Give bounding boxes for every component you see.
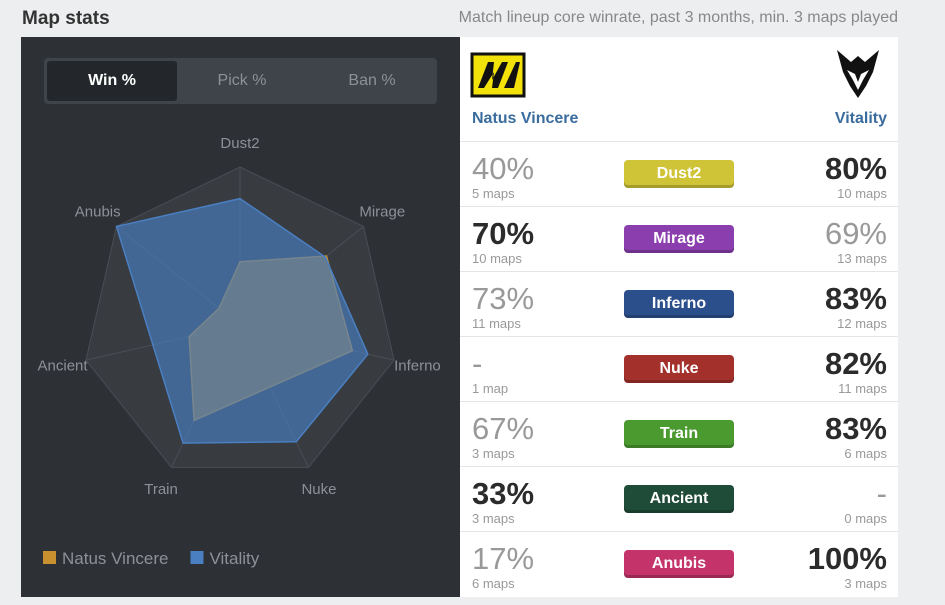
- legend-swatch: [190, 551, 204, 564]
- title: Map stats: [22, 8, 110, 29]
- winrate: 83%: [824, 281, 887, 316]
- maps-played: 1 map: [472, 381, 509, 396]
- map-badge: Inferno: [624, 290, 734, 318]
- axis-label: Mirage: [359, 204, 405, 221]
- tabs: Win % Pick % Ban %: [44, 58, 437, 104]
- vitality-logo: [837, 50, 879, 98]
- legend-swatch: [43, 551, 56, 564]
- maps-played: 6 maps: [844, 446, 887, 461]
- team-name: Vitality: [834, 110, 887, 127]
- winrate: -: [876, 476, 887, 511]
- winrate: 33%: [472, 476, 535, 511]
- map-row: 70% 10 maps 69% 13 maps Mirage: [460, 206, 898, 271]
- map-badge: Dust2: [624, 160, 734, 188]
- maps-played: 3 maps: [472, 446, 515, 461]
- map-badge: Train: [624, 420, 734, 448]
- chart-panel: Win % Pick % Ban % Dust2 Mirage Inferno Nuke T…: [21, 37, 460, 597]
- navi-logo: [470, 52, 526, 98]
- maps-played: 5 maps: [472, 186, 515, 201]
- winrate: 83%: [824, 411, 887, 446]
- winrate: 40%: [472, 151, 535, 186]
- maps-played: 13 maps: [837, 251, 887, 266]
- maps-played: 11 maps: [838, 381, 887, 396]
- map-badge: Anubis: [624, 550, 734, 578]
- maps-played: 3 maps: [472, 511, 515, 526]
- maps-played: 6 maps: [472, 576, 515, 591]
- map-row: 73% 11 maps 83% 12 maps Inferno: [460, 271, 898, 336]
- axis-label: Inferno: [394, 357, 441, 374]
- axis-label: Nuke: [301, 481, 336, 498]
- axis-label: Anubis: [75, 204, 121, 221]
- map-row: 17% 6 maps 100% 3 maps Anubis: [460, 531, 898, 596]
- maps-played: 11 maps: [472, 316, 521, 331]
- winrate: 17%: [472, 541, 535, 576]
- radar-chart: Dust2 Mirage Inferno Nuke Train Ancient Anubis…: [38, 135, 441, 568]
- tab[interactable]: Win %: [47, 61, 177, 101]
- maps-played: 10 maps: [472, 251, 522, 266]
- series-area: [115, 197, 369, 444]
- map-row: 33% 3 maps -0 maps Ancient: [460, 466, 898, 531]
- axis-label: Dust2: [220, 135, 259, 152]
- winrate: 100%: [807, 541, 887, 576]
- winrate: 69%: [824, 216, 887, 251]
- map-badge: Mirage: [624, 225, 734, 253]
- map-row: 67% 3 maps 83% 6 maps Train: [460, 401, 898, 466]
- map-row: -1 map 82% 11 maps Nuke: [460, 336, 898, 401]
- tab[interactable]: Ban %: [348, 72, 396, 89]
- winrate: -: [472, 346, 483, 381]
- winrate: 67%: [472, 411, 535, 446]
- maps-played: 10 maps: [837, 186, 887, 201]
- map-row: 40% 5 maps 80% 10 maps Dust2: [460, 141, 898, 206]
- tab[interactable]: Pick %: [217, 72, 267, 89]
- subtitle: Match lineup core winrate, past 3 months…: [458, 9, 898, 26]
- table-panel: Natus Vincere Vitality 40% 5 maps 80% 10 ma…: [460, 37, 898, 597]
- legend-label: Vitality: [209, 549, 259, 568]
- winrate: 70%: [472, 216, 535, 251]
- maps-played: 3 maps: [844, 576, 887, 591]
- team-name: Natus Vincere: [472, 110, 579, 127]
- axis-label: Train: [144, 481, 178, 498]
- legend-label: Natus Vincere: [62, 549, 168, 568]
- map-badge: Ancient: [624, 485, 734, 513]
- winrate: 82%: [824, 346, 887, 381]
- winrate: 73%: [472, 281, 535, 316]
- maps-played: 0 maps: [844, 511, 887, 526]
- winrate: 80%: [824, 151, 887, 186]
- axis-label: Ancient: [38, 357, 89, 374]
- maps-played: 12 maps: [837, 316, 887, 331]
- map-badge: Nuke: [624, 355, 734, 383]
